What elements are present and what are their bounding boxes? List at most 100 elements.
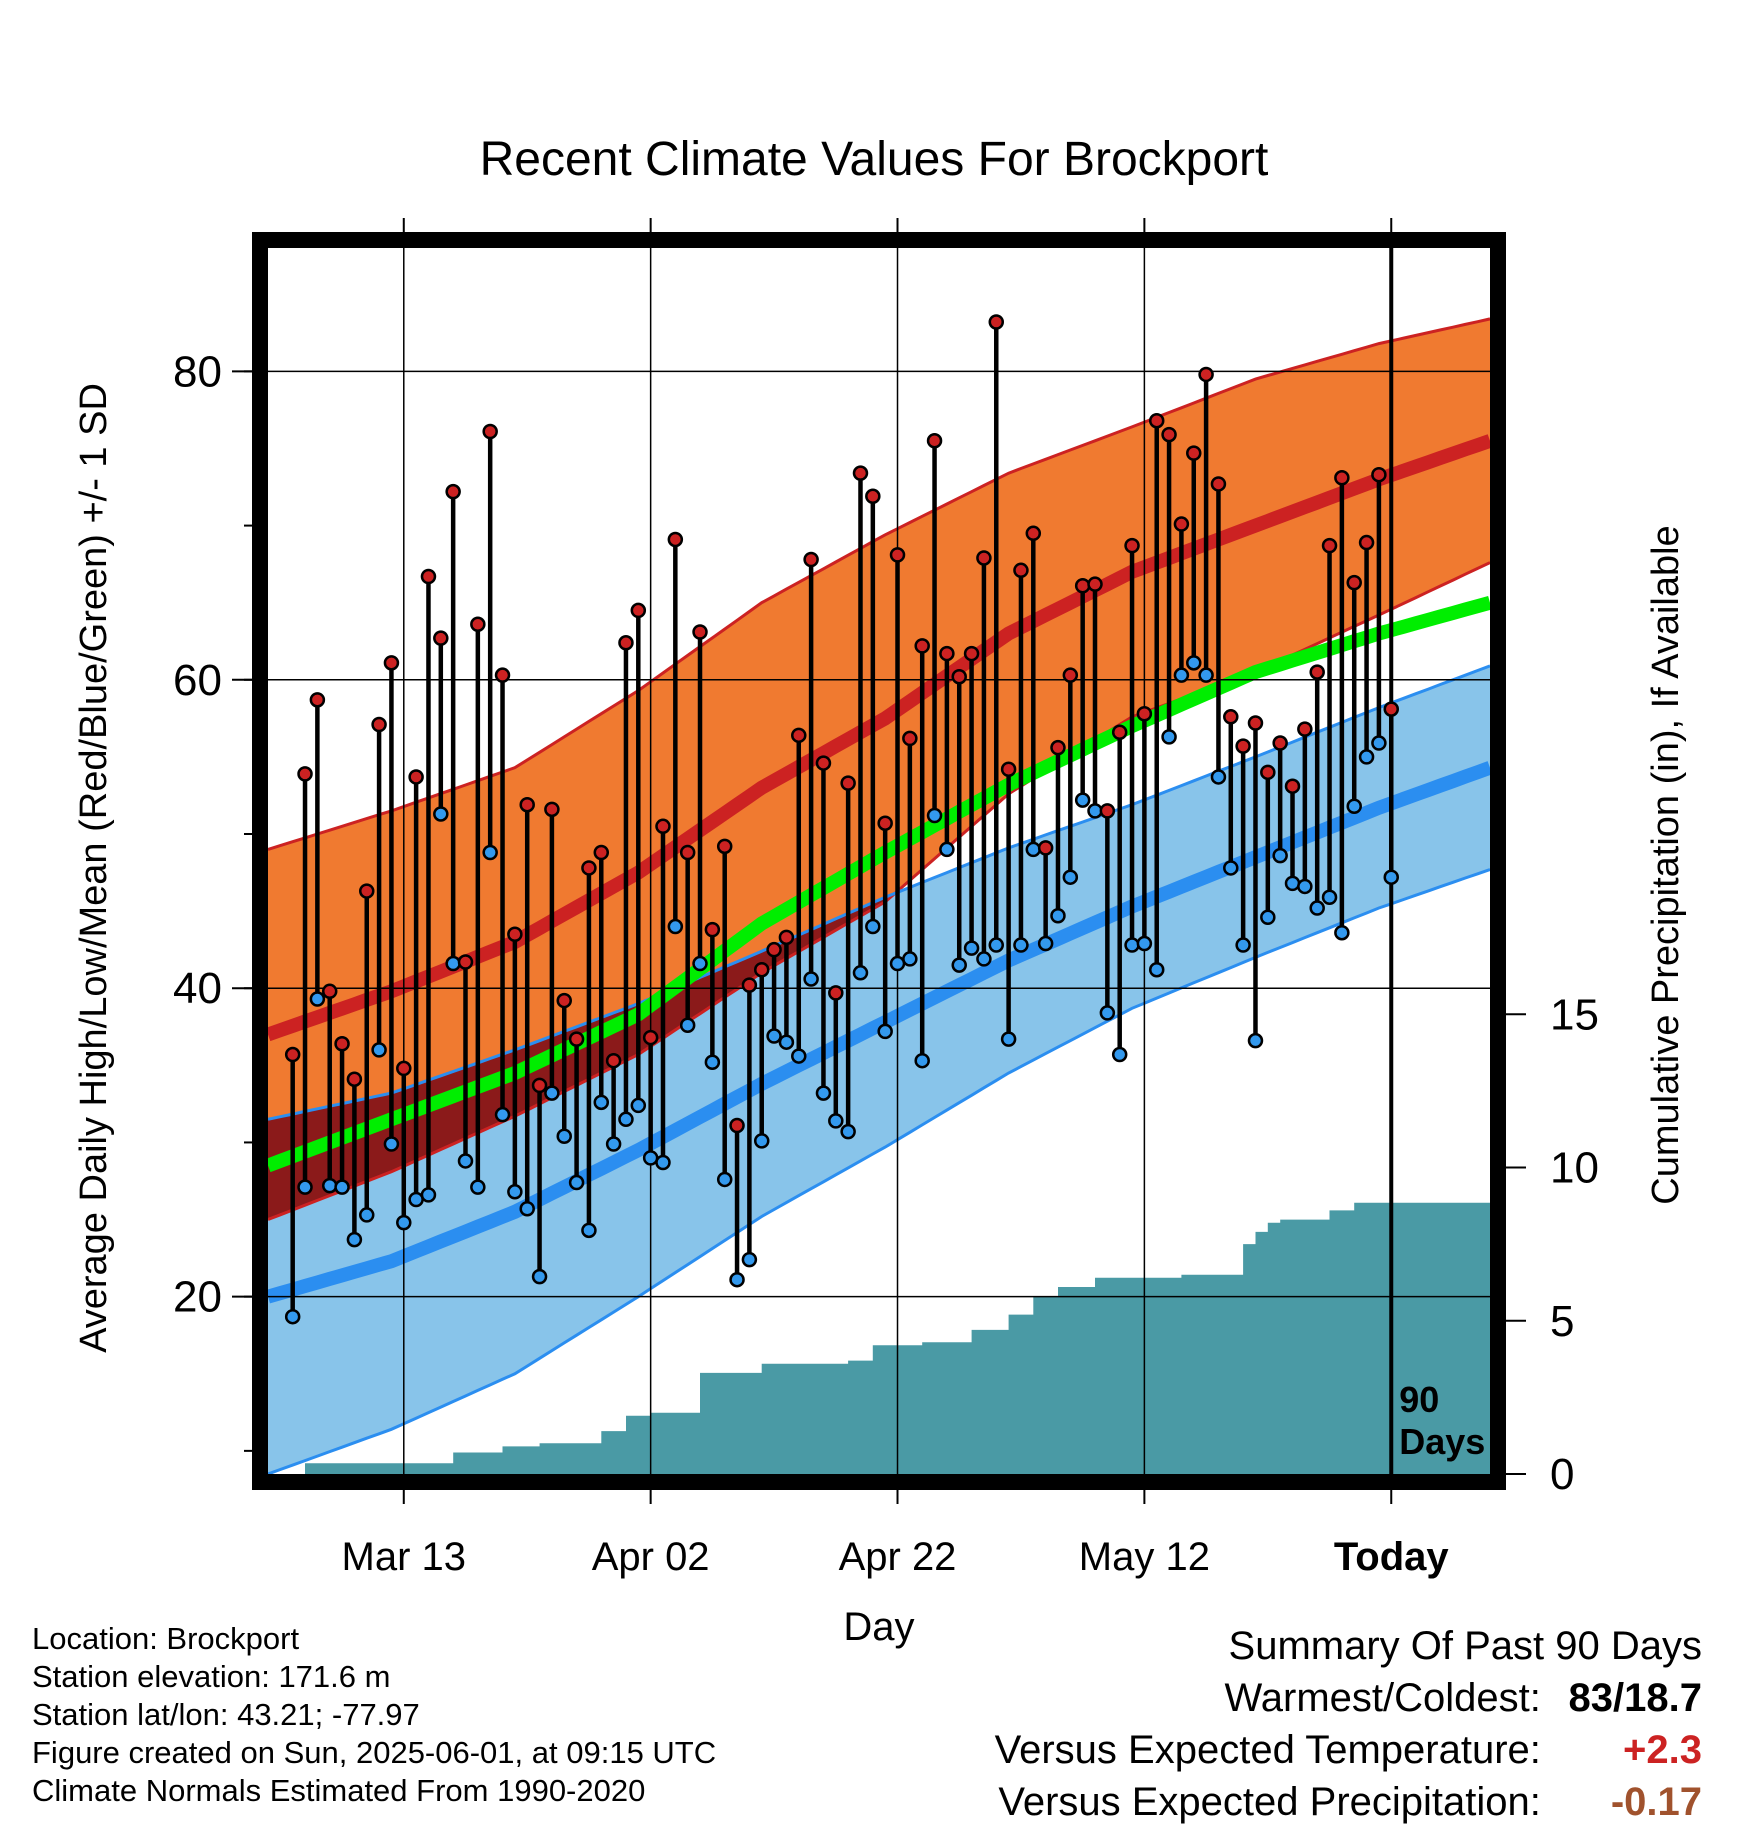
- daily-low-point: [1321, 889, 1338, 905]
- daily-low-point: [433, 806, 449, 822]
- daily-high-point: [753, 961, 770, 978]
- daily-low-point: [1284, 875, 1301, 892]
- daily-high-point: [519, 796, 535, 813]
- daily-high-point: [791, 727, 807, 744]
- daily-high-point: [1272, 735, 1288, 751]
- daily-low-point: [1383, 869, 1400, 885]
- daily-high-point: [1358, 534, 1375, 551]
- daily-high-point: [926, 433, 943, 449]
- daily-high-point: [581, 860, 597, 876]
- daily-high-point: [642, 1029, 659, 1046]
- daily-high-point: [1087, 576, 1103, 592]
- temp-value: +2.3: [1623, 1728, 1702, 1772]
- daily-low-point: [1247, 1032, 1264, 1049]
- daily-high-point: [1260, 764, 1276, 781]
- daily-low-point: [519, 1201, 535, 1217]
- daily-low-point: [741, 1251, 758, 1268]
- daily-high-point: [1062, 667, 1079, 683]
- daily-high-point: [741, 977, 758, 993]
- daily-high-point: [420, 568, 437, 585]
- daily-high-point: [815, 755, 832, 771]
- location-text: Location: Brockport: [32, 1621, 300, 1656]
- daily-high-point: [457, 954, 474, 970]
- daily-high-point: [593, 844, 610, 861]
- plot-area: 90 Days: [268, 248, 1490, 1474]
- daily-low-point: [655, 1154, 671, 1171]
- daily-high-point: [877, 815, 893, 831]
- daily-low-point: [667, 918, 684, 935]
- daily-high-point: [1198, 366, 1214, 383]
- daily-low-point: [1173, 667, 1190, 683]
- daily-low-point: [284, 1308, 301, 1325]
- daily-low-point: [494, 1106, 511, 1123]
- daily-high-point: [1148, 412, 1165, 429]
- daily-low-point: [753, 1133, 770, 1149]
- y-axis-label: Average Daily High/Low/Mean (Red/Blue/Gr…: [73, 383, 115, 1353]
- daily-low-point: [1099, 1005, 1116, 1021]
- daily-high-point: [729, 1117, 745, 1134]
- daily-high-point: [679, 844, 696, 861]
- high-sd-upper-edge: [268, 317, 1490, 851]
- daily-low-point: [544, 1085, 560, 1101]
- daily-low-point: [803, 971, 819, 987]
- daily-low-point: [692, 955, 708, 972]
- daily-low-point: [865, 918, 881, 935]
- today-days-label-line: 90: [1399, 1379, 1439, 1420]
- precip-label: Versus Expected Precipitation:: [998, 1780, 1541, 1824]
- today-days-label-line: Days: [1399, 1421, 1485, 1462]
- daily-high-point: [692, 624, 708, 640]
- daily-high-point: [1297, 721, 1313, 737]
- daily-high-point: [1247, 715, 1264, 731]
- summary-panel: Summary Of Past 90 Days Warmest/Coldest:…: [995, 1620, 1702, 1828]
- daily-low-point: [642, 1150, 659, 1166]
- daily-high-point: [1210, 476, 1227, 492]
- daily-high-point: [939, 645, 955, 662]
- daily-low-point: [445, 955, 461, 972]
- y2-tick-label: 10: [1550, 1144, 1599, 1193]
- daily-high-point: [383, 655, 400, 671]
- y2-tick-label: 15: [1550, 990, 1599, 1039]
- summary-title: Summary Of Past 90 Days: [1228, 1624, 1702, 1668]
- daily-high-point: [1111, 724, 1128, 740]
- daily-high-point: [470, 616, 486, 633]
- daily-low-point: [556, 1128, 572, 1145]
- daily-high-point: [704, 921, 721, 938]
- daily-high-point: [445, 483, 461, 500]
- daily-low-point: [630, 1097, 647, 1114]
- warm-cold-label: Warmest/Coldest:: [1224, 1676, 1541, 1720]
- daily-low-point: [1062, 869, 1079, 885]
- daily-low-point: [297, 1179, 313, 1195]
- station-info: Location: Brockport Station elevation: 1…: [32, 1620, 716, 1810]
- daily-high-point: [408, 769, 424, 785]
- daily-low-point: [926, 807, 943, 824]
- daily-low-point: [828, 1113, 844, 1129]
- daily-high-point: [1074, 577, 1091, 594]
- daily-high-point: [494, 667, 511, 683]
- daily-high-point: [988, 314, 1005, 330]
- warm-cold-row: Warmest/Coldest: 83/18.7: [995, 1672, 1703, 1724]
- daily-high-point: [951, 668, 967, 685]
- daily-high-point: [1371, 466, 1387, 483]
- daily-low-point: [605, 1136, 622, 1152]
- high-sd-band: [268, 318, 1490, 1220]
- daily-high-point: [1383, 701, 1400, 717]
- y-tick-label: 80: [173, 347, 222, 396]
- daily-high-point: [963, 645, 980, 662]
- daily-high-point: [568, 1031, 585, 1047]
- daily-high-point: [1321, 537, 1338, 554]
- daily-low-point: [1013, 937, 1029, 953]
- daily-high-point: [865, 488, 881, 505]
- normals-text: Climate Normals Estimated From 1990-2020: [32, 1773, 646, 1808]
- daily-low-point: [988, 937, 1005, 953]
- x-tick-label: Apr 22: [839, 1535, 957, 1579]
- daily-high-point: [889, 547, 906, 563]
- daily-high-point: [828, 985, 844, 1001]
- daily-low-point: [840, 1123, 856, 1140]
- daily-low-point: [1334, 924, 1350, 941]
- today-days-label: 90 Days: [1399, 1379, 1485, 1462]
- daily-low-point: [778, 1034, 795, 1050]
- daily-high-point: [1186, 445, 1202, 461]
- daily-high-point: [1037, 840, 1054, 856]
- daily-low-point: [852, 965, 869, 981]
